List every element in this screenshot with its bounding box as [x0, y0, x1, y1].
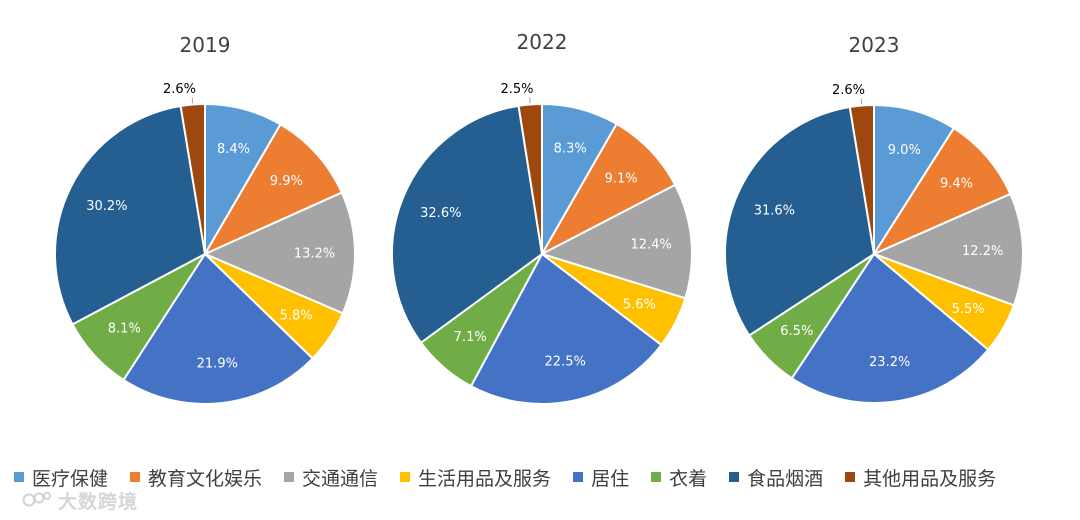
- pie-slice: [202, 123, 344, 257]
- legend-swatch: [284, 472, 295, 482]
- legend: 医疗保健 教育文化娱乐 交通通信 生活用品及服务 居住 衣着 食品烟酒 其他用品…: [14, 460, 1080, 494]
- pie-slice: [179, 102, 206, 255]
- pie-slice: [202, 191, 356, 315]
- pie-slice: [790, 252, 990, 404]
- legend-label: 交通通信: [302, 467, 379, 490]
- brand-logo-icon: [22, 492, 51, 507]
- legend-swatch: [845, 472, 856, 482]
- legend-label: 生活用品及服务: [418, 467, 552, 490]
- data-label: 30.2%: [86, 199, 127, 214]
- data-label: 9.4%: [940, 177, 973, 192]
- watermark-text: 大数跨境: [58, 490, 139, 513]
- watermark: 大数跨境: [22, 486, 138, 514]
- legend-swatch: [130, 472, 141, 482]
- legend-item-transport: 交通通信: [284, 464, 378, 491]
- data-label: 9.9%: [270, 174, 303, 189]
- legend-label: 医疗保健: [32, 467, 109, 490]
- pie-slice: [871, 192, 1024, 307]
- data-label: 2.6%: [832, 83, 865, 98]
- pie-2019: 2019 8.4% 9.9% 13.2% 5.8% 21.9% 8.1% 30.2% 2.6%: [54, 33, 356, 405]
- legend-label: 其他用品及服务: [863, 467, 997, 490]
- pie-slice: [539, 122, 677, 257]
- legend-swatch: [14, 472, 24, 482]
- data-label: 23.2%: [869, 355, 910, 370]
- pie-slice: [724, 105, 876, 337]
- chart-title: 2023: [849, 33, 900, 57]
- legend-swatch: [651, 472, 662, 482]
- legend-label: 居住: [591, 467, 630, 490]
- data-label: 32.6%: [420, 206, 461, 221]
- legend-label: 食品烟酒: [747, 467, 824, 490]
- legend-swatch: [729, 472, 740, 482]
- legend-swatch: [400, 472, 411, 482]
- data-label: 8.1%: [108, 322, 141, 337]
- pie-slice: [517, 102, 543, 255]
- pie-slice: [871, 126, 1012, 257]
- pie-slice: [539, 183, 693, 300]
- data-label: 9.0%: [888, 143, 921, 158]
- data-label: 31.6%: [754, 204, 795, 219]
- legend-item-medical: 医疗保健: [14, 464, 108, 491]
- pie-slice: [122, 252, 315, 405]
- data-label: 12.2%: [962, 244, 1003, 259]
- data-label: 2.5%: [500, 82, 533, 97]
- legend-item-housing: 居住: [573, 464, 629, 491]
- legend-item-clothing: 衣着: [651, 464, 707, 491]
- data-label: 5.8%: [280, 308, 313, 323]
- data-label: 5.6%: [623, 298, 656, 313]
- chart-title: 2019: [180, 33, 231, 57]
- pie-charts: 20198.4%9.9%13.2%5.8%21.9%8.1%30.2%2.6%2…: [54, 30, 1024, 405]
- legend-label: 教育文化娱乐: [148, 467, 263, 490]
- pie-2023: 2023 9.0% 9.4% 12.2% 5.5% 23.2% 6.5% 31.6% 2.6%: [724, 33, 1024, 404]
- data-label: 8.3%: [554, 142, 587, 157]
- data-label: 12.4%: [630, 238, 671, 253]
- data-label: 13.2%: [294, 247, 335, 262]
- legend-label: 衣着: [669, 467, 708, 490]
- data-label: 8.4%: [217, 142, 250, 157]
- pie-slice: [469, 252, 663, 405]
- data-label: 2.6%: [163, 82, 196, 97]
- data-label: 21.9%: [197, 356, 238, 371]
- legend-swatch: [573, 472, 584, 482]
- chart-title: 2022: [517, 30, 568, 54]
- pie-slice: [873, 103, 956, 258]
- data-label: 5.5%: [952, 302, 985, 317]
- legend-item-education: 教育文化娱乐: [130, 464, 262, 491]
- legend-item-daily-goods: 生活用品及服务: [400, 464, 551, 491]
- legend-item-food: 食品烟酒: [729, 464, 823, 491]
- legend-item-other: 其他用品及服务: [845, 464, 996, 491]
- pie-slice: [848, 103, 875, 255]
- data-label: 9.1%: [605, 172, 638, 187]
- data-label: 22.5%: [545, 355, 586, 370]
- pie-2022: 2022 8.3% 9.1% 12.4% 5.6% 22.5% 7.1% 32.6% 2.5%: [391, 30, 693, 405]
- pie-slice: [54, 104, 207, 326]
- pie-slice: [391, 104, 544, 345]
- data-label: 7.1%: [454, 330, 487, 345]
- data-label: 6.5%: [780, 324, 813, 339]
